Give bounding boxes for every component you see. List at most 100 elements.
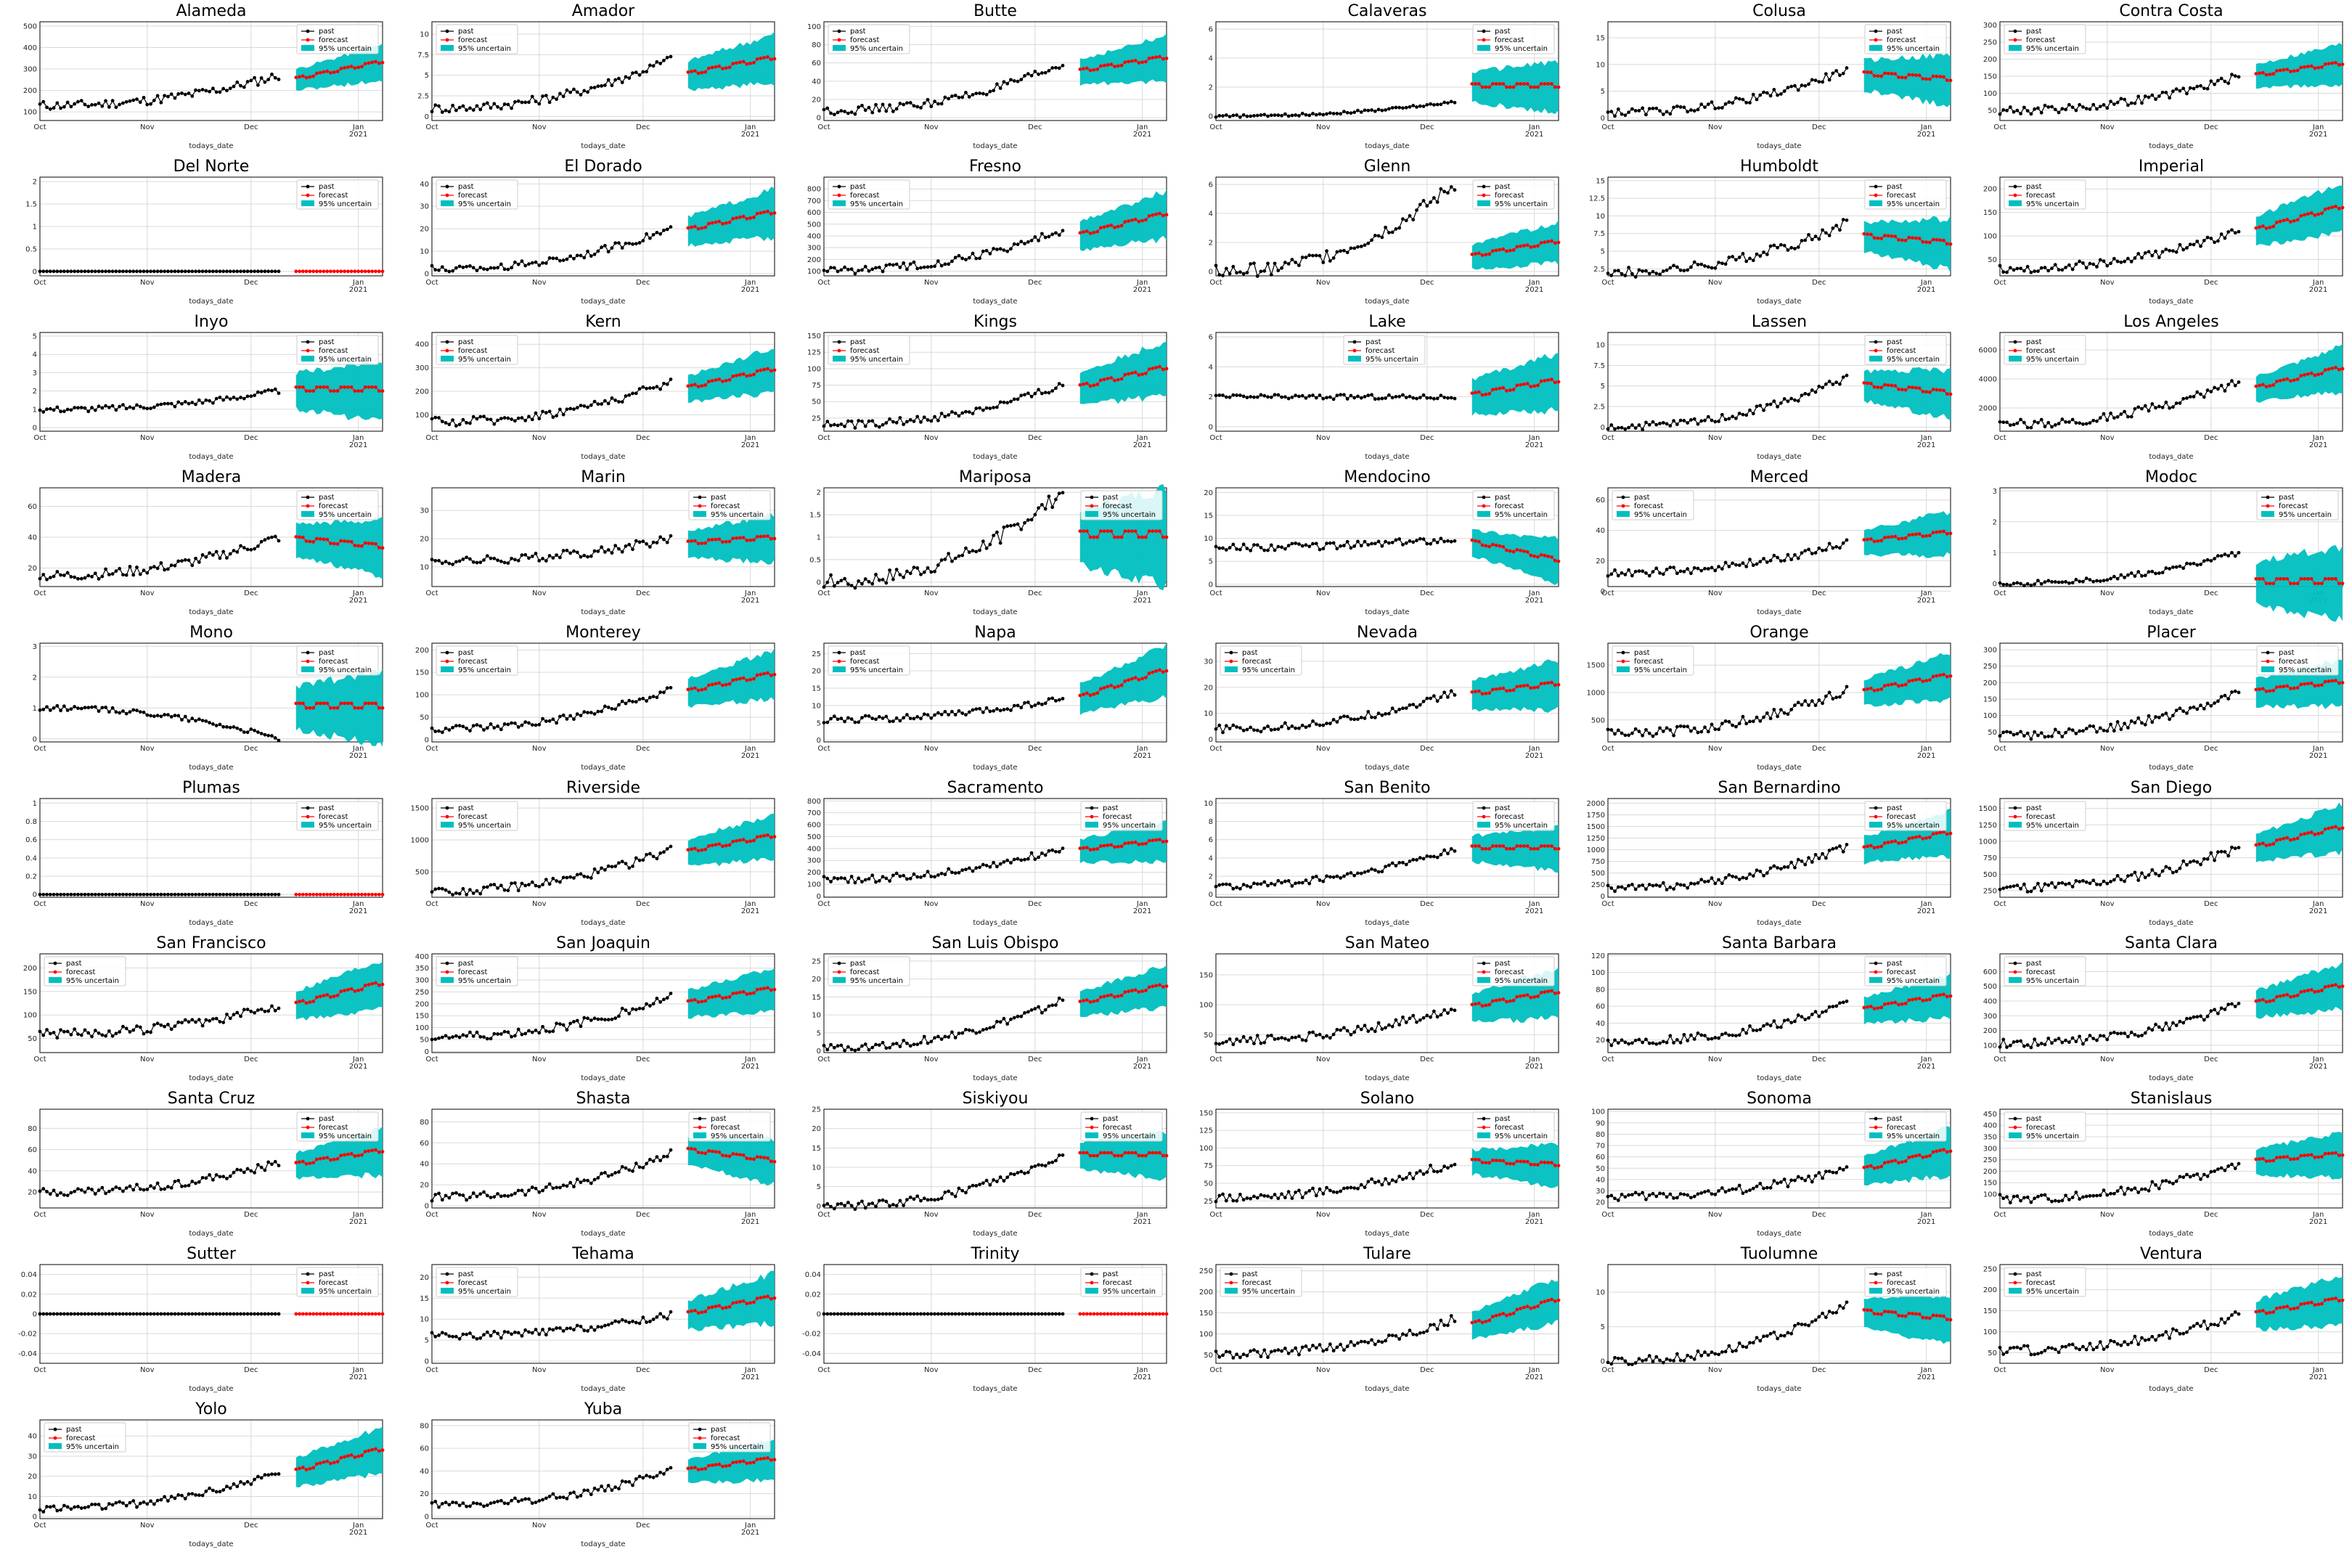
past-point [214,269,219,274]
forecast-point [1539,241,1543,245]
y-tick-label: 0 [33,424,37,432]
past-point [860,581,864,586]
forecast-point [2264,385,2269,389]
forecast-point [2327,367,2331,371]
past-point [922,712,926,716]
past-point [457,105,462,110]
past-point [1807,82,1810,86]
legend-past-label: past [850,28,866,36]
past-point [1217,723,1222,727]
chart-title: Placer [2147,624,2196,642]
x-tick-label: Dec [2204,123,2218,131]
uncertainty-band [2255,343,2343,403]
past-point [1224,395,1228,399]
x-tick-label: Nov [1316,745,1331,753]
chart-title: Merced [1750,468,1809,486]
forecast-point [1491,82,1495,86]
legend-box [1612,490,1694,520]
forecast-point [367,701,371,706]
past-point [1221,882,1225,886]
forecast-point [707,844,711,848]
past-point [658,851,663,855]
forecast-point [1914,835,1918,839]
past-point [124,1026,128,1031]
past-point [1803,862,1808,867]
past-point [1249,262,1253,266]
past-point [1741,561,1745,565]
past-point [929,105,934,109]
y-tick-label: 2 [33,674,37,682]
past-point [194,892,197,897]
forecast-point [714,995,718,998]
past-point [239,727,242,732]
past-point [2088,107,2092,111]
past-point [551,1029,555,1033]
x-tick-label: Oct [425,900,438,908]
past-point [1033,703,1037,707]
forecast-point [1903,536,1908,540]
past-point [1768,866,1773,870]
past-point [2136,716,2141,720]
chart-title: Inyo [195,313,229,331]
forecast-point [1942,238,1945,242]
past-point [1040,232,1044,236]
past-point [1637,109,1641,113]
past-point [242,546,246,550]
past-point [194,719,197,723]
past-point [277,1006,281,1010]
past-point [1376,711,1381,716]
forecast-point [1143,841,1148,846]
past-point [1290,724,1294,728]
past-point [1661,572,1665,576]
forecast-point [1927,836,1932,839]
x-tick-label: Oct [1993,279,2006,287]
forecast-point [2271,842,2276,846]
past-point [176,714,181,718]
y-tick-label: 5 [1601,383,1605,391]
past-point [1786,399,1790,404]
past-point [551,95,555,99]
past-point [613,544,618,548]
forecast-point [2306,65,2310,69]
past-point [433,103,438,107]
past-point [52,1030,56,1034]
past-point [1394,227,1398,231]
past-point [2115,415,2120,419]
past-point [870,419,875,423]
x-tick-label: 2021 [1917,597,1935,605]
forecast-point [1158,838,1161,841]
x-tick-label: Dec [244,1055,258,1063]
past-point [263,269,267,274]
forecast-point [2285,218,2290,221]
forecast-point [1092,692,1096,696]
past-point [936,418,940,422]
past-point [2098,579,2102,583]
past-point [1647,107,1651,111]
past-point [69,892,73,897]
legend-band-swatch [1477,822,1490,828]
past-point [894,716,899,720]
past-point [83,892,87,897]
past-point [1304,396,1308,400]
past-point [2174,709,2179,712]
past-point [163,568,167,572]
past-point [2237,380,2241,384]
past-point [1397,707,1402,711]
chart-panel: Fresno 100 200 300 400 500 600 700 800 Oct Nov Dec J… [784,155,1176,311]
past-point [270,892,274,897]
past-point [1273,113,1277,117]
past-point [2171,249,2175,253]
forecast-point [1130,677,1134,681]
past-point [1838,382,1842,386]
x-tick-label: Jan [1528,900,1540,908]
past-point [2192,86,2196,91]
past-point [180,892,184,897]
past-point [1328,259,1332,263]
y-tick-label: 0.8 [25,818,37,826]
past-point [520,881,524,886]
y-tick-label: 2000 [1587,800,1605,808]
past-point [541,1024,544,1029]
past-point [936,102,940,106]
legend-box [2004,24,2086,54]
